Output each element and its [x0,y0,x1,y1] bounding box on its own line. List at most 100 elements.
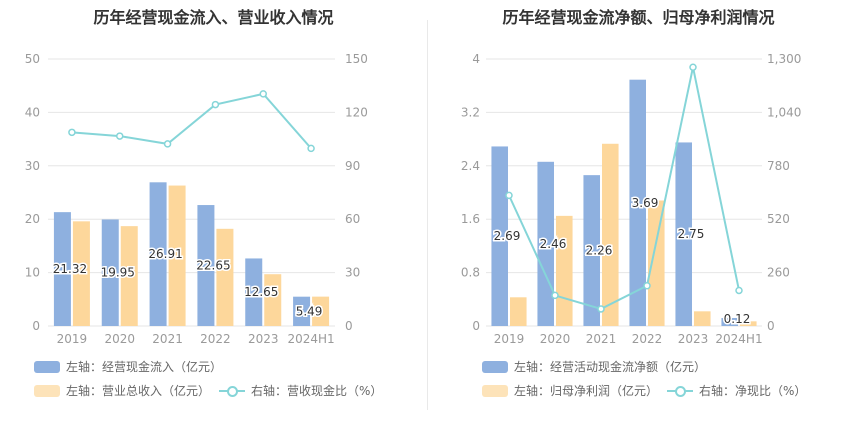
legend-label: 左轴：归母净利润（亿元） [514,384,659,398]
legend-item-cash-inflow[interactable]: 左轴：经营现金流入（亿元） [34,358,222,375]
bar-series-1 [583,175,600,326]
x-axis-tick-label: 2019 [494,332,525,346]
line-series [508,67,740,311]
chart-panel-left: 历年经营现金流入、营业收入情况 0 10 20 30 40 50 0 30 60 90 120 150… [25,8,383,399]
x-axis-tick-label: 2021 [152,332,183,346]
legend-label: 右轴：营收现金比（%） [251,384,383,398]
right-axis-tick-label: 1,300 [767,52,801,66]
left-axis-tick-label: 50 [25,52,40,66]
line-point [643,281,651,290]
right-axis-tick-label: 0 [767,319,775,333]
legend-swatch [34,384,60,397]
panel-divider [427,20,428,410]
left-axis-tick-label: 20 [25,212,40,226]
legend-item-operating-cash-net[interactable]: 左轴：经营活动现金流净额（亿元） [482,358,706,375]
bar-data-label: 21.32 [53,262,87,276]
right-axis-tick-label: 90 [345,159,360,173]
x-axis-tick-label: 2021 [586,332,617,346]
bar-data-label: 2.75 [678,227,705,241]
legend-item-cash-revenue-ratio[interactable]: 右轴：营收现金比（%） [219,382,382,399]
bar-data-label: 26.91 [148,247,182,261]
line-point [505,191,513,200]
legend-label: 左轴：经营活动现金流净额（亿元） [514,360,707,374]
bar-series-2 [694,311,711,326]
bar-series-1 [197,205,215,326]
left-axis-tick-label: 1.6 [461,212,480,226]
bar-data-label: 2.69 [494,229,521,243]
bar-series-2 [168,185,186,326]
right-axis-tick-label: 1,040 [767,105,801,119]
bar-series-2 [72,221,90,326]
bar-series-2 [264,274,282,326]
bar-series-2 [648,200,665,326]
line-point [259,90,267,98]
line-point [689,63,697,71]
bar-series-1 [245,258,263,326]
bar-series-2 [312,296,330,326]
legend-swatch [482,360,508,373]
chart-plot-right: 0 0.8 1.6 2.4 3.2 4 0 260 520 780 1,040 1,300 2019 20… [461,52,801,346]
line-point [307,144,315,153]
line-point [68,128,76,137]
left-axis-tick-label: 0 [472,319,480,333]
left-axis-tick-label: 3.2 [461,105,480,119]
bar-series-2 [510,297,527,326]
legend-swatch [667,385,693,397]
chart-title: 历年经营现金流净额、归母净利润情况 [502,8,775,27]
line-point [211,100,220,109]
bar-series-1 [721,317,738,326]
right-axis-tick-label: 30 [345,266,360,280]
chart-plot-left: 0 10 20 30 40 50 0 30 60 90 120 150 2019 2020 2021 2022… [25,52,368,346]
bar-data-label: 5.49 [296,304,323,318]
legend-swatch [219,385,245,397]
bar-series-2 [602,143,619,326]
bar-data-label: 2.26 [586,244,613,258]
legend-label: 左轴：经营现金流入（亿元） [66,360,223,374]
bar-series-1 [101,219,119,326]
legend-item-revenue[interactable]: 左轴：营业总收入（亿元） [34,382,210,399]
x-axis-tick-label: 2022 [632,332,663,346]
bar-series-1 [629,79,646,326]
x-axis-tick-label: 2020 [540,332,571,346]
chart-panel-right: 历年经营现金流净额、归母净利润情况 0 0.8 1.6 2.4 3.2 4 0 260 520 7… [427,0,850,437]
bar-data-label: 2.46 [540,237,567,251]
bar-data-label: 0.12 [724,312,751,326]
line-point [116,132,124,140]
left-axis-tick-label: 4 [472,52,480,66]
bar-series-1 [149,182,167,326]
x-axis-tick-label: 2023 [248,332,279,346]
right-axis-tick-label: 150 [345,52,368,66]
right-axis-tick-label: 60 [345,212,360,226]
right-axis-tick-label: 260 [767,266,790,280]
bar-data-label: 22.65 [196,259,230,273]
x-axis-tick-label: 2020 [104,332,135,346]
bar-series-2 [120,226,138,326]
x-axis-tick-label: 2019 [57,332,88,346]
legend-label: 右轴：净现比（%） [699,384,807,398]
left-axis-tick-label: 0 [32,319,40,333]
legend-swatch [34,360,60,373]
bar-series-1 [491,146,508,326]
x-axis-tick-label: 2022 [200,332,231,346]
legend-label: 左轴：营业总收入（亿元） [66,384,211,398]
bar-series-2 [216,228,234,326]
left-axis-tick-label: 2.4 [461,159,480,173]
bar-data-label: 3.69 [632,196,659,210]
x-axis-tick-label: 2024H1 [715,332,762,346]
legend-item-net-profit[interactable]: 左轴：归母净利润（亿元） [482,382,658,399]
bar-data-label: 12.65 [244,285,278,299]
legend-item-net-cash-ratio[interactable]: 右轴：净现比（%） [667,382,806,399]
bar-series-2 [740,321,757,326]
left-axis-tick-label: 10 [25,266,40,280]
legend-swatch [482,384,508,397]
line-point [163,140,172,148]
chart-title: 历年经营现金流入、营业收入情况 [93,8,334,27]
right-axis-tick-label: 520 [767,212,790,226]
line-series [71,92,312,150]
left-axis-tick-label: 40 [25,105,40,119]
line-point [551,291,559,300]
x-axis-tick-label: 2024H1 [287,332,334,346]
bar-series-1 [53,212,71,326]
right-axis-tick-label: 120 [345,105,368,119]
bar-series-1 [293,296,311,326]
